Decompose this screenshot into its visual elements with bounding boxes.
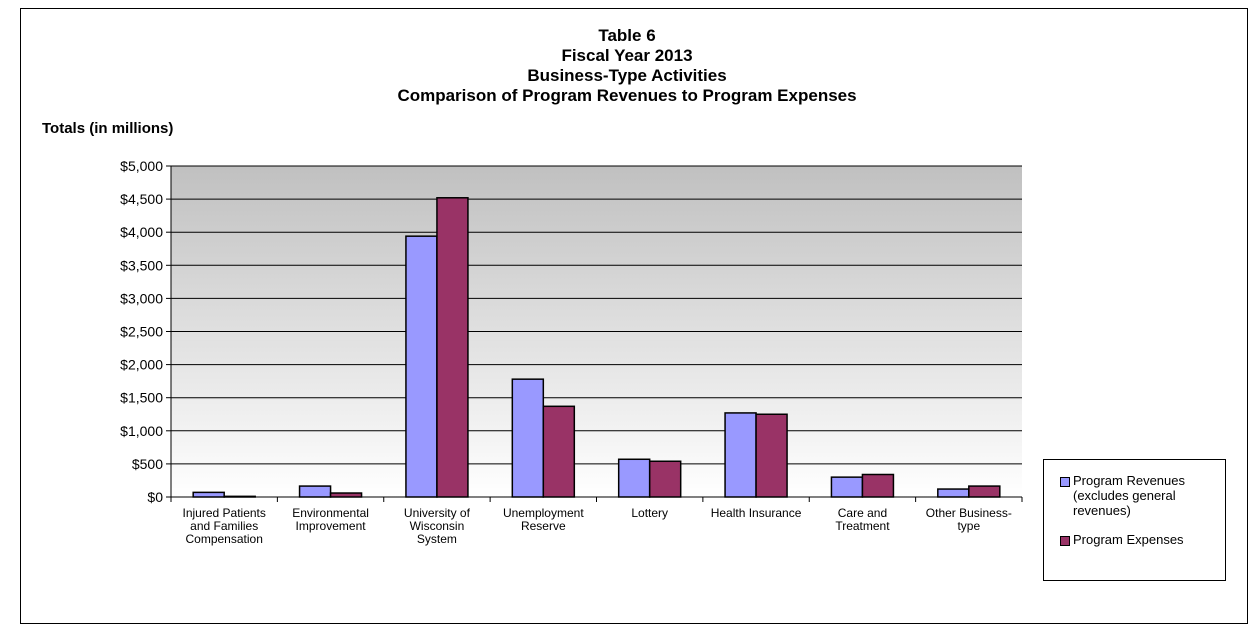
bar-program-expenses (648, 460, 682, 498)
y-tick-label: $2,000 (120, 357, 163, 373)
chart-title-line-1: Table 6 (598, 26, 656, 45)
bar-program-revenues (937, 488, 970, 498)
x-tick-label: and Families (190, 519, 258, 533)
y-axis-label: Totals (in millions) (42, 120, 174, 137)
bar-program-revenues (405, 235, 438, 498)
bar-program-revenues (724, 412, 757, 498)
bar-program-expenses (542, 405, 576, 498)
x-tick-label: Environmental (292, 506, 369, 520)
chart-legend: Program Revenues (excludes general reven… (1043, 459, 1226, 581)
y-tick-label: $500 (132, 456, 163, 472)
y-tick-label: $1,500 (120, 390, 163, 406)
x-tick-label: Compensation (185, 532, 262, 546)
bar-program-revenues (511, 378, 545, 498)
chart-title-line-2: Fiscal Year 2013 (561, 46, 693, 65)
y-tick-label: $5,000 (120, 158, 163, 174)
legend-swatch-expenses (1060, 536, 1070, 546)
bar-program-revenues (192, 491, 225, 498)
bar-program-expenses (223, 495, 256, 498)
chart-title-line-3: Business-Type Activities (527, 66, 727, 85)
y-tick-label: $4,000 (120, 224, 163, 240)
y-tick-label: $2,500 (120, 324, 163, 340)
legend-label-revenues-line: (excludes general (1073, 488, 1176, 503)
legend-item-revenues: Program Revenues (excludes general reven… (1060, 473, 1223, 518)
x-tick-label: Wisconsin (410, 519, 465, 533)
legend-label-expenses: Program Expenses (1073, 532, 1223, 547)
x-tick-label: Improvement (296, 519, 367, 533)
y-tick-label: $3,500 (120, 257, 163, 273)
y-tick-label: $3,000 (120, 290, 163, 306)
legend-label-revenues-line: revenues) (1073, 503, 1131, 518)
bar-program-expenses (755, 413, 788, 498)
chart-title-line-4: Comparison of Program Revenues to Progra… (397, 86, 857, 105)
x-tick-label: type (957, 519, 980, 533)
x-tick-label: System (417, 532, 457, 546)
x-tick-label: Injured Patients (182, 506, 265, 520)
bar-program-expenses (436, 197, 469, 498)
x-tick-label: Reserve (521, 519, 566, 533)
chart-title: Table 6 Fiscal Year 2013 Business-Type A… (0, 26, 1254, 106)
bar-program-expenses (861, 473, 895, 498)
bar-program-revenues (830, 476, 864, 498)
legend-label-revenues-line: Program Revenues (1073, 473, 1185, 488)
bar-program-revenues (298, 485, 332, 498)
x-tick-label: Care and (838, 506, 887, 520)
y-tick-label: $0 (147, 489, 163, 505)
x-tick-label: Lottery (631, 506, 668, 520)
legend-item-expenses: Program Expenses (1060, 532, 1223, 547)
legend-label-expenses-line: Program Expenses (1073, 532, 1184, 547)
x-tick-label: University of (404, 506, 471, 520)
legend-label-revenues: Program Revenues (excludes general reven… (1073, 473, 1223, 518)
bar-program-expenses (329, 492, 363, 498)
legend-swatch-revenues (1060, 477, 1070, 487)
x-tick-label: Other Business- (926, 506, 1012, 520)
y-tick-label: $1,000 (120, 423, 163, 439)
x-tick-label: Health Insurance (711, 506, 802, 520)
y-tick-label: $4,500 (120, 191, 163, 207)
x-tick-label: Treatment (835, 519, 890, 533)
x-tick-label: Unemployment (503, 506, 584, 520)
bar-program-expenses (968, 485, 1001, 498)
bar-program-revenues (617, 458, 651, 498)
